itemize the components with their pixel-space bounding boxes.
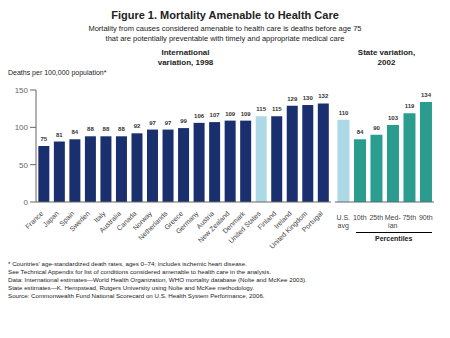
html-text:Mortality from causes consider: Mortality from causes considered amenabl… — [88, 24, 362, 43]
svg-text:Denmark: Denmark — [221, 209, 247, 235]
svg-text:100: 100 — [15, 123, 29, 132]
svg-text:97: 97 — [149, 120, 156, 126]
svg-text:Norway: Norway — [131, 209, 154, 232]
svg-text:90th: 90th — [419, 214, 433, 221]
svg-text:103: 103 — [388, 115, 399, 121]
svg-text:81: 81 — [56, 132, 63, 138]
svg-text:50: 50 — [19, 161, 28, 170]
svg-text:Ireland: Ireland — [272, 209, 293, 230]
svg-text:109: 109 — [241, 111, 252, 117]
html-text:International variation, 1998: International variation, 1998 — [157, 48, 214, 67]
svg-text:Japan: Japan — [42, 210, 61, 229]
svg-text:Finland: Finland — [256, 210, 277, 231]
svg-text:0: 0 — [24, 198, 29, 207]
svg-text:115: 115 — [256, 106, 266, 112]
svg-text:92: 92 — [134, 123, 141, 129]
svg-text:Austria: Austria — [194, 209, 216, 231]
svg-text:107: 107 — [210, 112, 221, 118]
svg-text:Spain: Spain — [57, 209, 76, 228]
svg-text:Italy: Italy — [92, 209, 107, 224]
html-text:State variation, 2002: State variation, 2002 — [357, 48, 416, 67]
svg-text:132: 132 — [318, 93, 329, 99]
svg-text:75: 75 — [40, 136, 47, 142]
svg-text:Sweden: Sweden — [68, 210, 91, 233]
svg-text:Netherlands: Netherlands — [137, 209, 169, 242]
svg-text:88: 88 — [103, 126, 110, 132]
svg-text:84: 84 — [72, 129, 79, 135]
svg-text:United States: United States — [227, 209, 262, 245]
svg-text:United Kingdom: United Kingdom — [268, 209, 309, 250]
html-text:Deaths per 100,000 population*: Deaths per 100,000 population* — [8, 69, 107, 76]
svg-text:88: 88 — [118, 126, 125, 132]
svg-text:109: 109 — [225, 111, 236, 117]
svg-text:Portugal: Portugal — [301, 209, 325, 233]
svg-text:84: 84 — [357, 129, 364, 135]
svg-text:Greece: Greece — [163, 209, 185, 231]
svg-text:Germany: Germany — [174, 209, 200, 236]
html-text:Figure 1. Mortality Amenable t: Figure 1. Mortality Amenable to Health C… — [111, 9, 339, 21]
svg-text:25th: 25th — [369, 214, 383, 221]
svg-text:97: 97 — [165, 120, 172, 126]
svg-text:115: 115 — [272, 106, 282, 112]
svg-text:119: 119 — [405, 103, 415, 109]
svg-text:France: France — [24, 210, 44, 230]
svg-text:Australia: Australia — [97, 209, 123, 234]
svg-text:130: 130 — [303, 95, 314, 101]
html-text:Percentiles: Percentiles — [375, 235, 413, 242]
svg-text:88: 88 — [87, 126, 94, 132]
svg-text:134: 134 — [421, 92, 432, 98]
svg-text:90: 90 — [373, 125, 380, 131]
svg-text:150: 150 — [15, 86, 29, 95]
svg-text:110: 110 — [339, 110, 349, 116]
html-text:* Countries' age-standardized: * Countries' age-standardized death rate… — [8, 260, 307, 299]
svg-text:75th: 75th — [402, 214, 416, 221]
svg-text:U.S.avg: U.S.avg — [336, 214, 350, 230]
svg-text:New Zealand: New Zealand — [196, 209, 231, 244]
svg-text:106: 106 — [194, 113, 205, 119]
svg-text:Med-ian: Med-ian — [385, 214, 402, 229]
svg-text:99: 99 — [180, 118, 187, 124]
svg-text:Canada: Canada — [115, 209, 138, 233]
svg-text:129: 129 — [287, 96, 298, 102]
svg-text:10th: 10th — [353, 214, 367, 221]
